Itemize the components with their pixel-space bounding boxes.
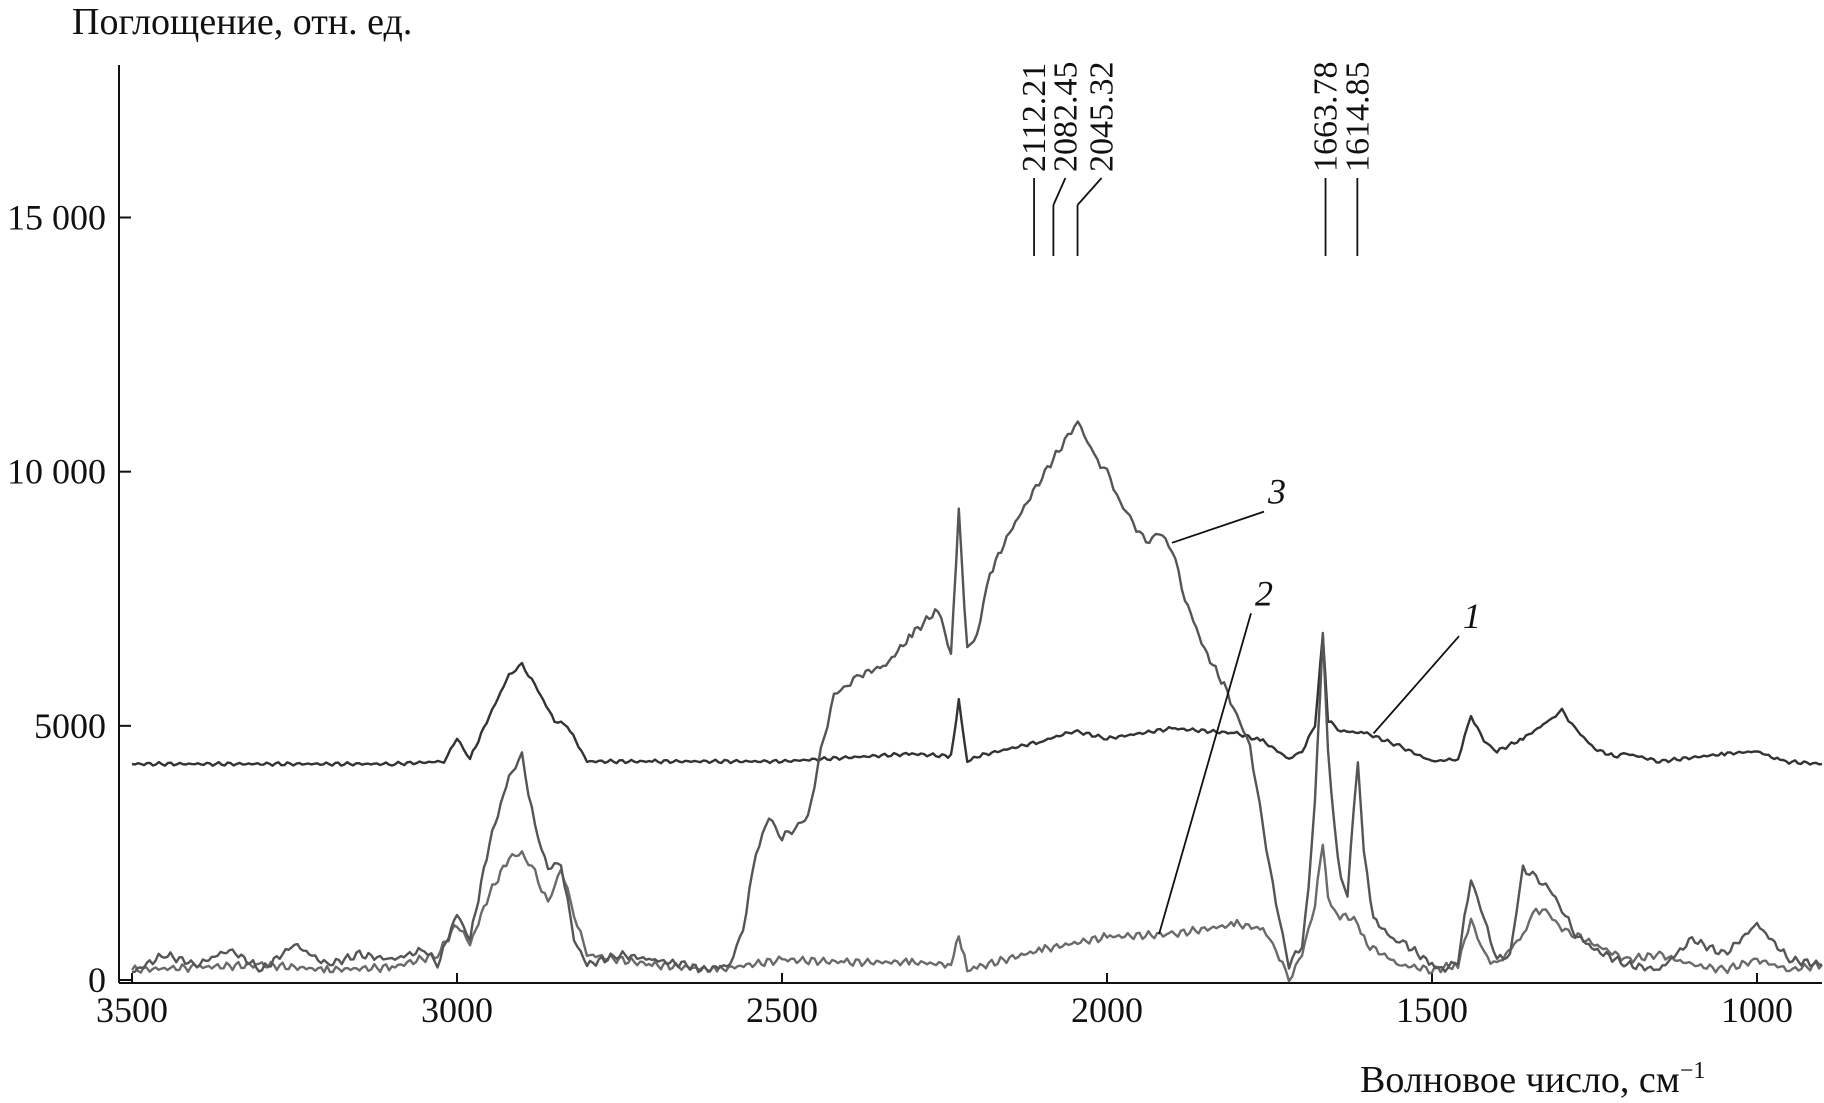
peak-label: 2082.45 bbox=[1047, 62, 1084, 173]
curve-labels: 1 2 3 bbox=[1158, 472, 1481, 935]
x-tick-label: 2000 bbox=[1071, 990, 1143, 1030]
series-2-leader bbox=[1158, 613, 1252, 935]
y-tick-label: 10 000 bbox=[7, 452, 106, 492]
peak-label: 2045.32 bbox=[1084, 62, 1121, 173]
peak-label: 2112.21 bbox=[1016, 63, 1053, 172]
peak-label: 1663.78 bbox=[1308, 62, 1345, 173]
series-lines bbox=[131, 420, 1823, 983]
y-ticks: 0 5000 10 000 15 000 bbox=[7, 198, 131, 1000]
x-tick-label: 1500 bbox=[1396, 990, 1468, 1030]
series-3-line bbox=[131, 420, 1823, 974]
series-3-leader bbox=[1171, 510, 1265, 544]
x-tick-label: 1000 bbox=[1721, 990, 1793, 1030]
x-tick-label: 3000 bbox=[421, 990, 493, 1030]
x-tick-label: 3500 bbox=[96, 990, 168, 1030]
peak-marker-connector bbox=[1052, 177, 1067, 206]
y-tick-label: 0 bbox=[88, 960, 106, 1000]
y-tick-label: 5000 bbox=[34, 706, 106, 746]
series-1-label: 1 bbox=[1463, 596, 1481, 636]
series-1-line bbox=[131, 633, 1823, 767]
series-2-label: 2 bbox=[1255, 573, 1273, 613]
x-axis-title-text: Волновое число, см bbox=[1360, 1059, 1680, 1101]
x-tick-label: 2500 bbox=[746, 990, 818, 1030]
y-tick-label: 15 000 bbox=[7, 198, 106, 238]
peak-label: 1614.85 bbox=[1339, 62, 1376, 173]
x-ticks: 3500 3000 2500 2000 1500 1000 bbox=[96, 973, 1793, 1030]
axes: 3500 3000 2500 2000 1500 1000 0 5000 10 000 15 0… bbox=[7, 1, 1822, 1101]
x-axis-title-superscript: −1 bbox=[1680, 1058, 1706, 1084]
peak-marker-connector bbox=[1076, 177, 1103, 206]
y-axis-title: Поглощение, отн. ед. bbox=[72, 1, 412, 43]
x-axis-title: Волновое число, см−1 bbox=[1360, 1058, 1705, 1101]
series-1-leader bbox=[1372, 635, 1460, 735]
series-3-label: 3 bbox=[1267, 472, 1286, 512]
series-2-line bbox=[131, 843, 1823, 983]
